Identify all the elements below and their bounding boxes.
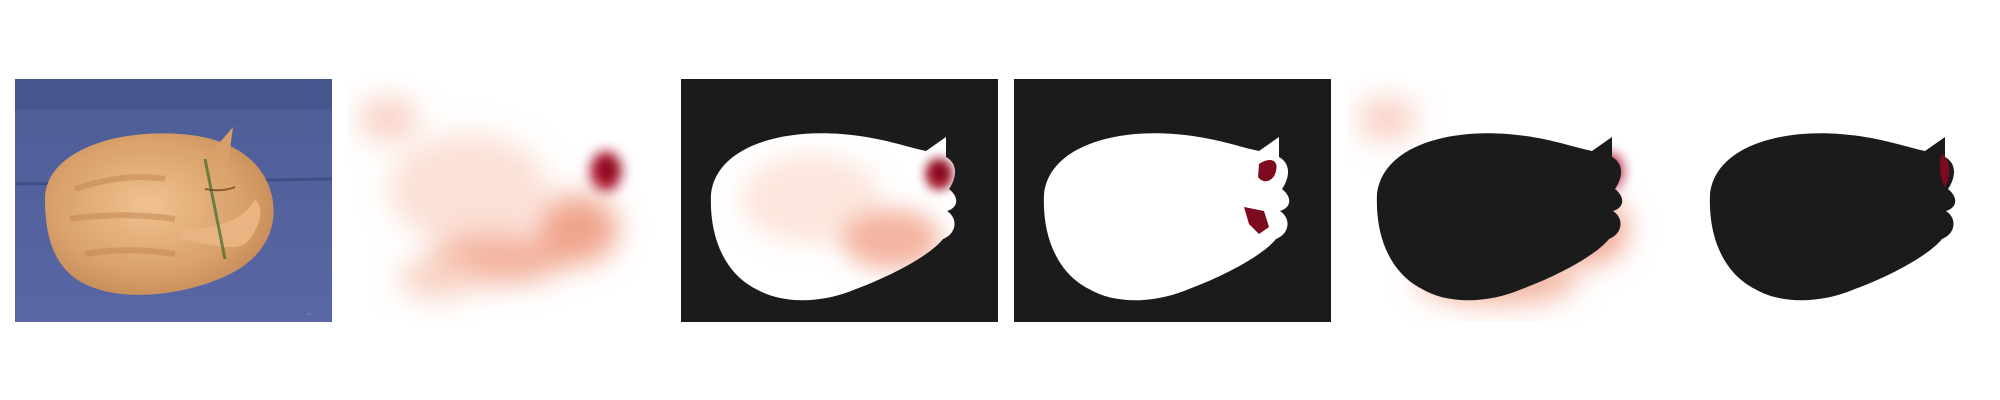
svg-text:~: ~ [305,310,313,320]
heatmap-inside-mask [681,79,998,322]
cat-photo: ~ [15,79,332,322]
mask-hotspots-panel [1014,79,1331,322]
mask-with-hotspots [1014,79,1331,322]
heatmap-outside-mask-panel [1347,79,1664,322]
original-photo-panel: ~ [15,79,332,322]
heatmap-inside-mask-panel [681,79,998,322]
attention-heatmap-panel [348,79,665,322]
outside-hotspot-mask [1680,79,1997,322]
heatmap-outside-mask [1347,79,1664,322]
attention-heatmap [348,79,665,322]
outside-hotspot-panel [1680,79,1997,322]
